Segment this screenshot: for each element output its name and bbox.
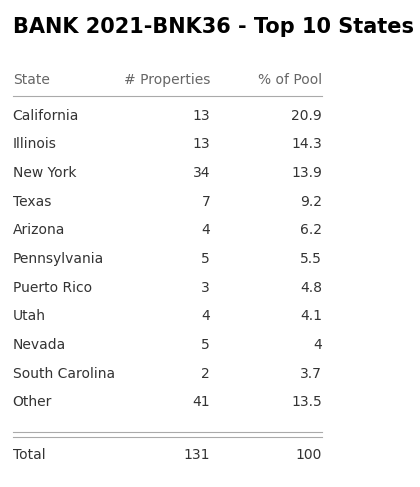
Text: 4.8: 4.8 <box>300 281 322 295</box>
Text: BANK 2021-BNK36 - Top 10 States: BANK 2021-BNK36 - Top 10 States <box>13 17 414 37</box>
Text: State: State <box>13 73 50 87</box>
Text: 4: 4 <box>313 338 322 352</box>
Text: 3: 3 <box>202 281 210 295</box>
Text: 7: 7 <box>202 195 210 209</box>
Text: New York: New York <box>13 166 76 180</box>
Text: 6.2: 6.2 <box>300 224 322 238</box>
Text: Pennsylvania: Pennsylvania <box>13 252 104 266</box>
Text: % of Pool: % of Pool <box>258 73 322 87</box>
Text: 13.9: 13.9 <box>291 166 322 180</box>
Text: 4: 4 <box>202 309 210 323</box>
Text: 34: 34 <box>193 166 210 180</box>
Text: Total: Total <box>13 449 45 462</box>
Text: 20.9: 20.9 <box>291 109 322 123</box>
Text: 14.3: 14.3 <box>291 137 322 151</box>
Text: 100: 100 <box>296 449 322 462</box>
Text: # Properties: # Properties <box>124 73 210 87</box>
Text: 13: 13 <box>192 137 210 151</box>
Text: South Carolina: South Carolina <box>13 367 115 381</box>
Text: 131: 131 <box>184 449 210 462</box>
Text: 4: 4 <box>202 224 210 238</box>
Text: Arizona: Arizona <box>13 224 65 238</box>
Text: Utah: Utah <box>13 309 46 323</box>
Text: 41: 41 <box>192 395 210 410</box>
Text: Other: Other <box>13 395 52 410</box>
Text: Illinois: Illinois <box>13 137 57 151</box>
Text: 2: 2 <box>202 367 210 381</box>
Text: 3.7: 3.7 <box>300 367 322 381</box>
Text: Texas: Texas <box>13 195 51 209</box>
Text: 5: 5 <box>202 338 210 352</box>
Text: 13: 13 <box>192 109 210 123</box>
Text: Nevada: Nevada <box>13 338 66 352</box>
Text: 5.5: 5.5 <box>300 252 322 266</box>
Text: 5: 5 <box>202 252 210 266</box>
Text: 4.1: 4.1 <box>300 309 322 323</box>
Text: 9.2: 9.2 <box>300 195 322 209</box>
Text: Puerto Rico: Puerto Rico <box>13 281 92 295</box>
Text: California: California <box>13 109 79 123</box>
Text: 13.5: 13.5 <box>291 395 322 410</box>
